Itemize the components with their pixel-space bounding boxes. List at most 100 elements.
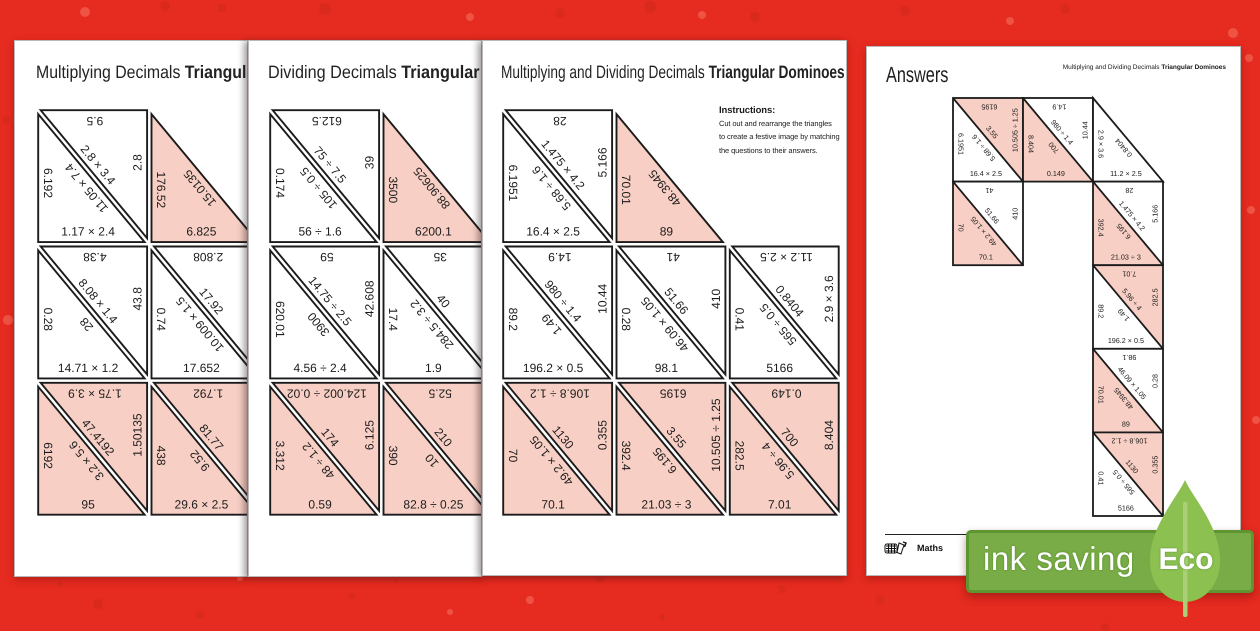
- svg-text:52.5: 52.5: [428, 386, 452, 400]
- svg-text:70.01: 70.01: [619, 175, 633, 205]
- svg-text:70.1: 70.1: [541, 497, 565, 511]
- svg-text:196.2 × 0.5: 196.2 × 0.5: [523, 361, 584, 375]
- svg-text:82.8 ÷ 0.25: 82.8 ÷ 0.25: [403, 497, 463, 511]
- svg-text:10.44: 10.44: [596, 283, 610, 313]
- svg-text:0.174: 0.174: [273, 168, 287, 198]
- svg-text:6192: 6192: [41, 442, 55, 469]
- svg-text:89: 89: [660, 225, 674, 239]
- svg-text:17.652: 17.652: [183, 361, 220, 375]
- svg-text:17.4: 17.4: [386, 308, 400, 332]
- svg-text:0.28: 0.28: [41, 308, 55, 332]
- svg-text:10.505 ÷ 1.25: 10.505 ÷ 1.25: [709, 398, 723, 472]
- svg-text:6.192: 6.192: [41, 168, 55, 198]
- svg-text:392.4: 392.4: [1097, 219, 1106, 237]
- svg-text:3.312: 3.312: [273, 441, 287, 471]
- svg-text:42.608: 42.608: [363, 280, 377, 317]
- svg-text:89: 89: [1122, 420, 1130, 429]
- svg-text:106.8 ÷ 1.2: 106.8 ÷ 1.2: [530, 386, 590, 400]
- svg-text:28: 28: [553, 114, 567, 128]
- svg-text:612.5: 612.5: [312, 114, 342, 128]
- svg-text:410: 410: [709, 288, 723, 308]
- svg-text:1.17 × 2.4: 1.17 × 2.4: [61, 225, 115, 239]
- svg-text:9.5: 9.5: [86, 114, 103, 128]
- svg-text:6195: 6195: [981, 102, 997, 111]
- svg-text:0.149: 0.149: [1047, 169, 1065, 178]
- svg-text:438: 438: [154, 446, 168, 466]
- svg-text:21.03 ÷ 3: 21.03 ÷ 3: [1111, 253, 1141, 262]
- svg-text:2.808: 2.808: [193, 250, 223, 264]
- svg-text:390: 390: [386, 446, 400, 466]
- svg-text:0.355: 0.355: [1151, 456, 1160, 474]
- svg-text:59: 59: [320, 250, 334, 264]
- svg-text:7.01: 7.01: [768, 497, 792, 511]
- svg-text:6.125: 6.125: [363, 420, 377, 450]
- svg-text:1.792: 1.792: [193, 386, 223, 400]
- svg-text:0.74: 0.74: [154, 308, 168, 332]
- svg-text:14.9: 14.9: [1052, 102, 1066, 111]
- svg-text:11.2 × 2.5: 11.2 × 2.5: [1110, 169, 1142, 178]
- svg-text:4.56 ÷ 2.4: 4.56 ÷ 2.4: [293, 361, 347, 375]
- svg-text:28: 28: [1125, 186, 1133, 195]
- svg-text:29.6 × 2.5: 29.6 × 2.5: [175, 497, 229, 511]
- svg-text:98.1: 98.1: [655, 361, 679, 375]
- svg-text:10.44: 10.44: [1081, 121, 1090, 139]
- svg-text:196.2 × 0.5: 196.2 × 0.5: [1108, 336, 1144, 345]
- svg-text:1.75 × 3.9: 1.75 × 3.9: [68, 386, 122, 400]
- svg-text:0.355: 0.355: [596, 420, 610, 450]
- svg-text:0.59: 0.59: [308, 497, 332, 511]
- svg-text:10.505 ÷ 1.25: 10.505 ÷ 1.25: [1011, 108, 1020, 152]
- svg-text:70.01: 70.01: [1097, 386, 1106, 404]
- svg-text:89.2: 89.2: [506, 308, 520, 332]
- svg-text:410: 410: [1011, 208, 1020, 220]
- svg-text:2.9 × 3.6: 2.9 × 3.6: [1097, 130, 1106, 158]
- svg-text:0.41: 0.41: [1097, 471, 1106, 485]
- svg-text:98.1: 98.1: [1122, 353, 1136, 362]
- svg-text:1.50135: 1.50135: [131, 413, 145, 457]
- svg-text:56 ÷ 1.6: 56 ÷ 1.6: [298, 225, 342, 239]
- svg-text:6.825: 6.825: [186, 225, 216, 239]
- svg-text:6195: 6195: [660, 386, 687, 400]
- svg-text:14.9: 14.9: [548, 250, 572, 264]
- svg-text:620.01: 620.01: [273, 301, 287, 338]
- svg-text:5166: 5166: [1118, 503, 1134, 512]
- svg-text:95: 95: [81, 497, 95, 511]
- svg-text:282.5: 282.5: [732, 441, 746, 471]
- svg-text:4.38: 4.38: [83, 250, 107, 264]
- svg-text:3500: 3500: [386, 176, 400, 203]
- svg-text:2.8: 2.8: [131, 154, 145, 171]
- svg-text:6.1951: 6.1951: [957, 133, 966, 155]
- svg-text:43.8: 43.8: [131, 287, 145, 311]
- svg-text:89.2: 89.2: [1097, 304, 1106, 318]
- svg-text:11.2 × 2.5: 11.2 × 2.5: [760, 250, 813, 264]
- svg-text:124.002 ÷ 0.02: 124.002 ÷ 0.02: [287, 386, 367, 400]
- svg-text:0.41: 0.41: [732, 308, 746, 332]
- svg-text:106.8 ÷ 1.2: 106.8 ÷ 1.2: [1111, 437, 1147, 446]
- svg-text:0.149: 0.149: [771, 386, 801, 400]
- svg-text:6200.1: 6200.1: [415, 225, 452, 239]
- svg-text:6.1951: 6.1951: [506, 165, 520, 202]
- svg-text:5166: 5166: [766, 361, 793, 375]
- svg-text:35: 35: [433, 250, 447, 264]
- svg-text:70: 70: [506, 449, 520, 463]
- svg-text:0.28: 0.28: [1151, 374, 1160, 388]
- svg-text:41: 41: [666, 250, 680, 264]
- svg-text:5.166: 5.166: [1151, 205, 1160, 223]
- svg-text:5.166: 5.166: [596, 147, 610, 177]
- svg-text:1.9: 1.9: [425, 361, 442, 375]
- svg-text:41: 41: [985, 186, 993, 195]
- svg-text:392.4: 392.4: [619, 441, 633, 471]
- svg-text:70: 70: [957, 224, 966, 232]
- svg-text:16.4 × 2.5: 16.4 × 2.5: [970, 169, 1002, 178]
- svg-text:8.404: 8.404: [822, 420, 836, 450]
- svg-text:16.4 × 2.5: 16.4 × 2.5: [526, 225, 580, 239]
- svg-text:0.28: 0.28: [619, 308, 633, 332]
- svg-text:8.404: 8.404: [1027, 135, 1036, 153]
- svg-text:21.03 ÷ 3: 21.03 ÷ 3: [641, 497, 691, 511]
- svg-text:7.01: 7.01: [1122, 270, 1136, 279]
- svg-text:2.9 × 3.6: 2.9 × 3.6: [822, 275, 836, 322]
- svg-text:14.71 × 1.2: 14.71 × 1.2: [58, 361, 119, 375]
- svg-text:70.1: 70.1: [979, 253, 993, 262]
- svg-text:39: 39: [363, 156, 377, 170]
- svg-text:176.52: 176.52: [154, 171, 168, 208]
- svg-text:282.5: 282.5: [1151, 288, 1160, 306]
